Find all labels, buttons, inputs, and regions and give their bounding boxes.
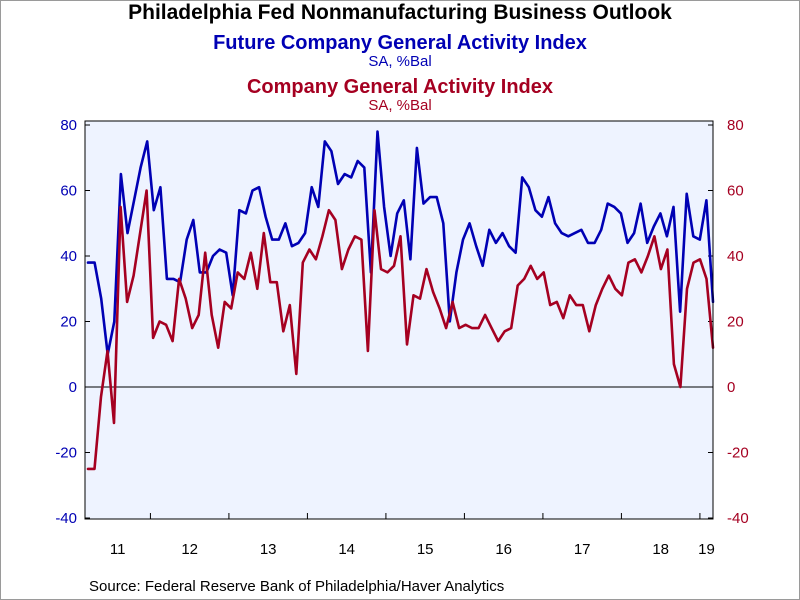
source-note: Source: Federal Reserve Bank of Philadel… (89, 578, 505, 595)
chart-subtitle-future-unit: SA, %Bal (368, 53, 432, 70)
left-y-tick-label: -40 (55, 510, 77, 527)
right-y-tick-label: -20 (727, 445, 749, 462)
right-y-tick-label: 80 (727, 117, 744, 134)
left-y-tick-label: 80 (60, 117, 77, 134)
left-y-tick-label: 0 (69, 379, 77, 396)
x-tick-label: 13 (260, 541, 277, 558)
left-y-tick-label: -20 (55, 445, 77, 462)
left-axis: 80 60 40 20 0 -20 -40 (55, 117, 90, 527)
chart-subtitle-future: Future Company General Activity Index (213, 32, 587, 54)
series-line-current-activity (86, 189, 715, 471)
x-tick-label: 14 (338, 541, 355, 558)
chart-subtitle-current: Company General Activity Index (246, 76, 553, 98)
chart-title: Philadelphia Fed Nonmanufacturing Busine… (128, 1, 672, 24)
x-tick-label: 16 (495, 541, 512, 558)
right-y-tick-label: 20 (727, 314, 744, 331)
plot-area (85, 121, 713, 519)
x-tick-label: 15 (417, 541, 434, 558)
right-y-tick-label: 60 (727, 183, 744, 200)
left-y-tick-label: 40 (60, 248, 77, 265)
chart-subtitle-current-unit: SA, %Bal (368, 97, 432, 114)
right-axis: 80 60 40 20 0 -20 -40 (708, 117, 749, 527)
x-tick-label: 17 (574, 541, 591, 558)
right-y-tick-label: 0 (727, 379, 735, 396)
x-tick-label: 19 (698, 541, 715, 558)
right-y-tick-label: 40 (727, 248, 744, 265)
left-y-tick-label: 60 (60, 183, 77, 200)
right-y-tick-label: -40 (727, 510, 749, 527)
x-tick-label: 18 (652, 541, 669, 558)
x-axis: 11 12 13 14 15 16 17 18 19 (110, 513, 715, 558)
x-tick-label: 11 (110, 541, 126, 558)
plot-border (84, 120, 714, 520)
series-layer (86, 130, 715, 471)
series-line-future-activity (86, 130, 715, 356)
left-y-tick-label: 20 (60, 314, 77, 331)
x-tick-label: 12 (181, 541, 198, 558)
